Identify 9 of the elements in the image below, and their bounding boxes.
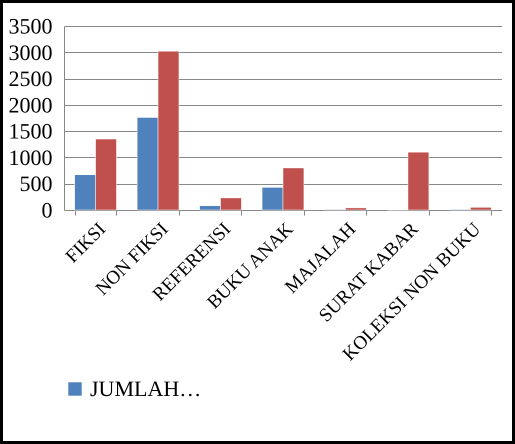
- y-tick-label: 2500: [8, 66, 52, 92]
- y-tick-label: 3500: [8, 14, 52, 38]
- y-tick-label: 1500: [8, 118, 52, 144]
- y-tick-label: 3000: [8, 40, 52, 65]
- legend-label: JUMLAH…: [90, 376, 202, 401]
- y-tick-label: 1000: [8, 144, 52, 170]
- y-tick-label: 500: [20, 171, 52, 196]
- y-tick-label: 2000: [8, 92, 52, 118]
- y-tick-label: 0: [42, 198, 52, 222]
